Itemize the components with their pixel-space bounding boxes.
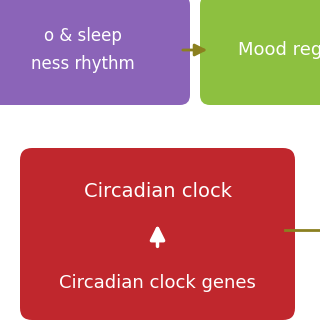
FancyBboxPatch shape: [30, 158, 285, 310]
Text: Circadian clock: Circadian clock: [84, 182, 231, 201]
Text: Mood reg: Mood reg: [238, 41, 320, 59]
FancyBboxPatch shape: [20, 148, 295, 320]
FancyBboxPatch shape: [0, 0, 190, 105]
Text: Circadian clock genes: Circadian clock genes: [59, 274, 256, 292]
FancyBboxPatch shape: [200, 0, 320, 105]
Text: o & sleep: o & sleep: [44, 27, 121, 45]
Text: ness rhythm: ness rhythm: [31, 55, 134, 73]
